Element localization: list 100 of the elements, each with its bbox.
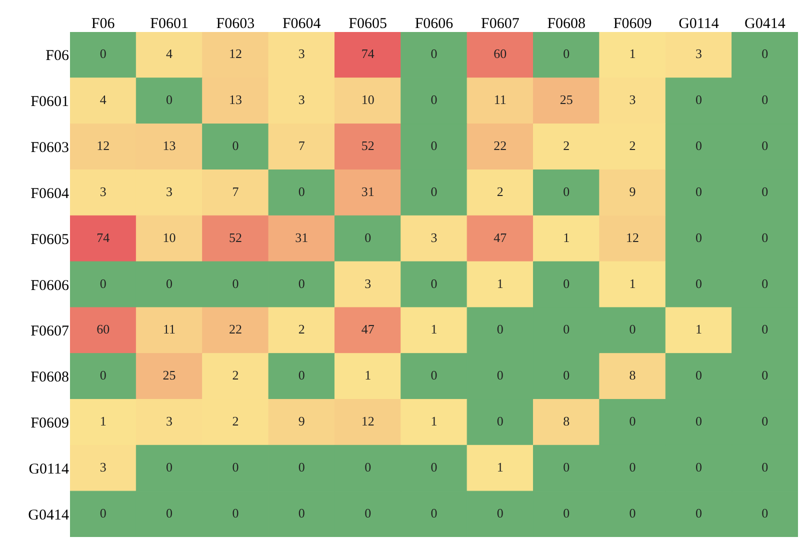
data-label: 31 xyxy=(361,184,374,199)
data-label: 1 xyxy=(629,276,636,291)
data-label: 0 xyxy=(364,505,372,520)
y-tick-label: F0603 xyxy=(30,140,69,156)
data-label: 2 xyxy=(232,413,239,428)
data-label: 52 xyxy=(361,138,374,154)
data-label: 3 xyxy=(166,184,173,199)
data-label: 3 xyxy=(298,92,305,108)
data-label: 0 xyxy=(695,184,702,199)
data-label: 0 xyxy=(762,92,768,108)
data-label: 0 xyxy=(430,368,438,383)
data-label: 0 xyxy=(166,505,173,520)
data-label: 2 xyxy=(232,368,239,383)
data-label: 0 xyxy=(629,505,636,520)
y-tick-label: F0606 xyxy=(30,278,70,294)
data-label: 0 xyxy=(496,368,504,383)
data-label: 0 xyxy=(430,46,438,62)
data-label: 0 xyxy=(232,276,239,291)
data-label: 0 xyxy=(563,276,570,291)
data-label: 0 xyxy=(563,459,570,474)
data-label: 0 xyxy=(232,505,239,520)
x-tick-label: F0601 xyxy=(150,16,188,32)
data-label: 31 xyxy=(295,230,308,245)
data-label: 60 xyxy=(494,46,507,62)
data-label: 0 xyxy=(762,505,768,520)
data-label: 1 xyxy=(430,322,438,337)
data-label: 0 xyxy=(100,505,106,520)
data-label: 4 xyxy=(100,92,107,108)
data-label: 12 xyxy=(228,46,242,62)
data-label: 10 xyxy=(361,92,374,108)
data-label: 3 xyxy=(298,46,305,62)
data-label: 2 xyxy=(563,138,570,154)
data-label: 0 xyxy=(762,276,768,291)
y-tick-label: G0414 xyxy=(28,507,70,524)
data-label: 0 xyxy=(629,459,636,474)
data-label: 1 xyxy=(563,230,570,245)
data-label: 22 xyxy=(228,322,242,337)
data-label: 0 xyxy=(430,276,438,291)
data-label: 0 xyxy=(563,505,570,520)
y-tick-label: F0609 xyxy=(30,415,69,432)
x-tick-label: F0605 xyxy=(348,16,387,32)
data-label: 0 xyxy=(430,92,438,108)
data-label: 52 xyxy=(228,230,242,245)
data-label: 1 xyxy=(496,276,504,291)
data-label: 0 xyxy=(695,276,702,291)
data-label: 2 xyxy=(629,138,636,154)
data-label: 12 xyxy=(626,230,640,245)
data-label: 4 xyxy=(166,46,174,62)
x-tick-label: G0414 xyxy=(744,16,786,32)
data-label: 0 xyxy=(298,505,305,520)
data-label: 0 xyxy=(232,138,239,154)
data-label: 0 xyxy=(762,138,768,154)
data-label: 74 xyxy=(361,46,375,62)
data-label: 3 xyxy=(166,413,173,428)
data-label: 47 xyxy=(494,230,508,245)
x-tick-label: F0606 xyxy=(414,16,454,32)
x-tick-label: F0603 xyxy=(216,16,255,32)
data-label: 1 xyxy=(100,413,106,428)
data-label: 0 xyxy=(166,459,173,474)
data-label: 2 xyxy=(298,322,305,337)
data-label: 8 xyxy=(629,368,636,383)
data-label: 0 xyxy=(298,276,305,291)
data-label: 0 xyxy=(430,138,438,154)
data-label: 3 xyxy=(629,92,636,108)
data-label: 7 xyxy=(232,184,240,199)
data-label: 0 xyxy=(762,184,768,199)
data-label: 3 xyxy=(364,276,372,291)
x-tick-label: G0114 xyxy=(678,16,720,32)
y-tick-label: F0608 xyxy=(30,370,69,386)
data-label: 0 xyxy=(695,138,702,154)
data-label: 0 xyxy=(762,46,768,62)
data-label: 0 xyxy=(496,322,504,337)
data-label: 0 xyxy=(695,459,702,474)
data-label: 0 xyxy=(695,413,702,428)
data-label: 0 xyxy=(695,368,702,383)
data-label: 0 xyxy=(695,230,702,245)
data-label: 1 xyxy=(364,368,372,383)
data-label: 2 xyxy=(496,184,504,199)
y-tick-label: F0604 xyxy=(30,186,70,202)
data-label: 0 xyxy=(563,368,570,383)
data-label: 11 xyxy=(494,92,506,108)
data-label: 0 xyxy=(430,184,438,199)
data-label: 0 xyxy=(430,505,438,520)
data-label: 0 xyxy=(563,184,570,199)
data-label: 0 xyxy=(232,459,239,474)
data-label: 0 xyxy=(298,368,305,383)
y-tick-label: F0605 xyxy=(30,232,69,248)
data-label: 10 xyxy=(162,230,176,245)
data-label: 0 xyxy=(364,459,372,474)
data-label: 1 xyxy=(695,322,702,337)
x-tick-label: F0609 xyxy=(613,16,652,32)
data-label: 0 xyxy=(629,413,636,428)
data-label: 0 xyxy=(563,322,570,337)
data-label: 3 xyxy=(695,46,702,62)
x-tick-label: F06 xyxy=(91,16,116,32)
data-label: 0 xyxy=(364,230,372,245)
y-tick-label: G0114 xyxy=(28,461,70,478)
data-label: 13 xyxy=(162,138,176,154)
data-label: 0 xyxy=(629,322,636,337)
x-tick-label: F0604 xyxy=(282,16,322,32)
